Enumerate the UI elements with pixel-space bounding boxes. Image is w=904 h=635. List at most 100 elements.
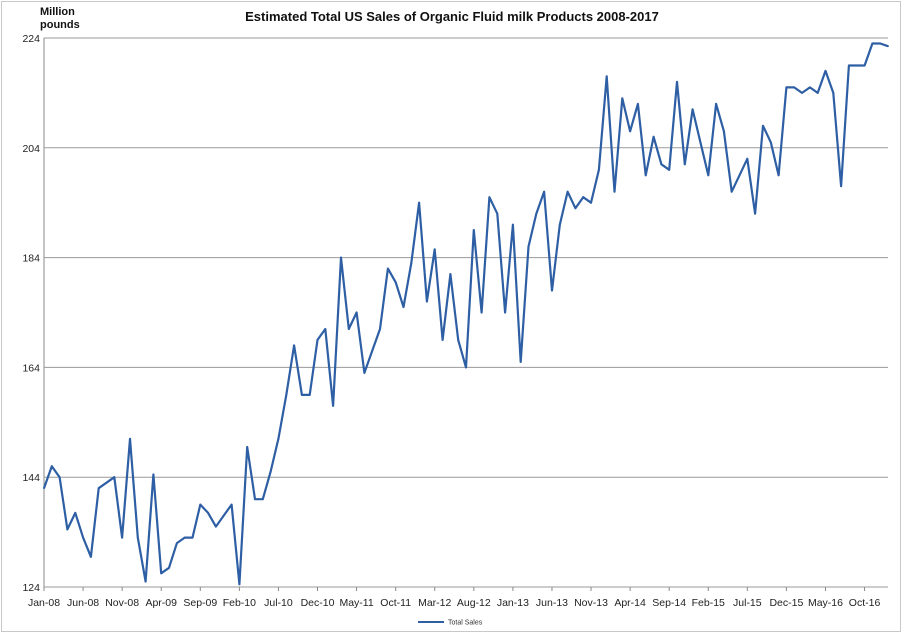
data-point — [316, 339, 319, 341]
data-point — [238, 583, 241, 586]
data-point — [762, 124, 764, 127]
data-point — [50, 465, 53, 468]
series-group — [42, 42, 889, 586]
x-tick-label: Jan-08 — [28, 597, 60, 609]
data-point — [269, 470, 272, 473]
data-point — [824, 70, 827, 72]
y-tick-label: 164 — [22, 362, 40, 374]
data-point — [769, 141, 772, 144]
x-tick-label: Jul-10 — [264, 597, 293, 609]
data-point — [105, 481, 108, 484]
data-point — [558, 223, 561, 226]
x-tick-label: Dec-10 — [301, 597, 335, 609]
x-tick-label: Nov-08 — [105, 597, 139, 609]
data-point — [566, 190, 569, 193]
data-point — [97, 487, 100, 490]
y-tick-labels: 124 144 164 184 204 224 — [22, 33, 40, 594]
data-point — [504, 311, 506, 314]
y-tick-label: 184 — [22, 253, 40, 265]
data-point — [176, 542, 178, 544]
data-point — [402, 306, 405, 308]
data-point — [293, 344, 295, 347]
data-point — [277, 437, 280, 440]
data-point — [199, 503, 202, 506]
data-point — [410, 262, 413, 264]
data-point — [90, 555, 92, 558]
data-point — [746, 157, 749, 160]
data-point — [668, 168, 671, 171]
data-point — [543, 190, 545, 193]
x-tick-label: Oct-11 — [380, 597, 411, 609]
x-tick-label: Mar-12 — [418, 597, 451, 609]
data-point — [855, 64, 858, 67]
data-point — [488, 196, 491, 199]
data-point — [129, 437, 131, 440]
data-point — [613, 190, 616, 193]
data-point — [887, 45, 889, 48]
data-point — [82, 536, 84, 539]
x-tick-label: Jun-08 — [67, 597, 99, 609]
legend-label: Total Sales — [448, 620, 483, 627]
data-point — [527, 245, 530, 248]
data-point — [816, 92, 819, 94]
x-tick-label: May-11 — [339, 597, 373, 609]
data-point — [574, 207, 577, 210]
x-tick-label: Feb-10 — [223, 597, 256, 609]
data-point — [676, 81, 678, 83]
data-point — [261, 498, 264, 501]
data-point — [191, 536, 194, 539]
data-point — [121, 536, 123, 539]
data-point — [621, 97, 624, 100]
data-point — [652, 135, 655, 138]
data-point — [340, 256, 342, 259]
data-point — [840, 185, 842, 188]
y-tick-label: 144 — [22, 472, 40, 484]
data-point — [379, 328, 381, 330]
data-point — [738, 174, 741, 177]
data-point — [801, 92, 803, 94]
data-point — [324, 328, 327, 330]
data-point — [465, 366, 467, 369]
data-point — [730, 190, 733, 193]
data-point — [441, 339, 444, 341]
data-point — [308, 394, 311, 396]
data-point — [848, 64, 850, 67]
data-point — [230, 503, 233, 506]
x-tick-label: Feb-15 — [692, 597, 725, 609]
data-point — [246, 446, 249, 448]
x-tick-label: May-16 — [808, 597, 843, 609]
data-point — [683, 163, 686, 166]
x-tick-label: Sep-09 — [183, 597, 217, 609]
data-point — [363, 372, 366, 374]
y-tick-label: 204 — [22, 143, 40, 155]
data-point — [699, 141, 702, 144]
data-point — [598, 168, 600, 171]
data-point — [754, 212, 756, 215]
x-tick-label: Apr-14 — [614, 597, 646, 609]
data-point — [582, 196, 585, 199]
data-point — [605, 75, 608, 78]
data-point — [715, 103, 717, 105]
data-point — [355, 311, 358, 314]
data-point — [207, 512, 210, 514]
data-point — [863, 64, 866, 67]
data-point — [74, 512, 77, 514]
data-point — [457, 339, 460, 341]
x-tick-label: Apr-09 — [145, 597, 177, 609]
data-point — [215, 525, 217, 528]
data-point — [496, 212, 499, 215]
data-point — [871, 42, 874, 45]
data-point — [168, 566, 170, 569]
data-point — [113, 476, 116, 479]
data-point — [637, 103, 639, 105]
data-point — [43, 487, 45, 490]
data-point — [723, 130, 725, 133]
x-tick-label: Jan-13 — [497, 597, 529, 609]
data-point — [254, 498, 256, 501]
data-point — [512, 223, 514, 226]
data-point — [136, 536, 139, 539]
data-point — [66, 528, 69, 531]
data-point — [832, 92, 835, 94]
data-point — [660, 163, 663, 166]
gridlines — [43, 37, 888, 591]
